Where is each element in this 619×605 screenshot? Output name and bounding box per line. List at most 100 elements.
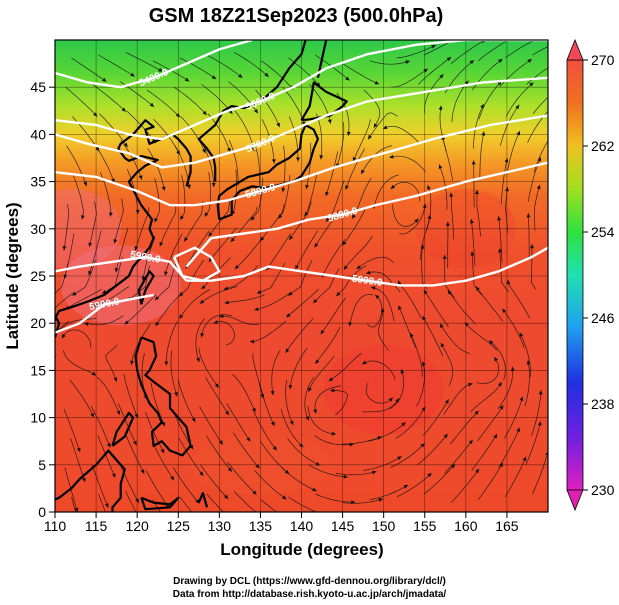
- contour-line: [55, 114, 548, 207]
- x-tick-label: 165: [495, 518, 519, 534]
- streamline-arrow: [442, 254, 447, 259]
- streamline-arrow: [515, 104, 520, 110]
- streamline-arrow: [526, 213, 531, 218]
- streamline: [363, 89, 381, 128]
- streamline-arrow: [116, 410, 121, 415]
- streamline-arrow: [200, 333, 205, 338]
- streamline: [439, 323, 470, 354]
- streamline: [98, 493, 106, 512]
- streamline-arrow: [331, 431, 336, 436]
- streamline: [201, 142, 215, 188]
- streamline-arrow: [321, 512, 325, 516]
- streamline: [281, 467, 317, 492]
- streamline: [524, 360, 530, 407]
- streamline: [439, 105, 447, 152]
- streamline: [58, 318, 97, 333]
- colorbar-label: 230: [591, 482, 615, 498]
- streamline: [417, 433, 448, 466]
- streamline-arrow: [371, 286, 376, 290]
- streamline: [180, 116, 206, 154]
- streamline-arrow: [516, 130, 521, 136]
- streamline-arrow: [134, 413, 139, 419]
- streamline-arrow: [493, 434, 498, 439]
- streamline-arrow: [499, 462, 503, 468]
- streamline-arrow: [304, 211, 309, 217]
- streamline: [499, 104, 520, 146]
- streamline-arrow: [494, 357, 499, 362]
- streamline: [259, 382, 275, 427]
- streamline: [227, 461, 257, 495]
- streamline-arrow: [336, 291, 341, 297]
- streamline: [252, 353, 264, 399]
- streamline: [200, 464, 229, 500]
- streamline-arrow: [378, 498, 383, 502]
- coastline: [55, 317, 61, 339]
- streamline: [391, 68, 429, 88]
- streamline-arrow: [272, 446, 277, 451]
- streamline: [315, 493, 356, 503]
- streamline: [205, 435, 233, 472]
- streamline: [271, 350, 281, 396]
- streamline-arrow: [80, 215, 85, 220]
- streamline-arrow: [174, 391, 178, 397]
- streamline: [352, 119, 371, 162]
- streamline-arrow: [299, 443, 304, 448]
- streamline: [179, 174, 186, 221]
- streamline-arrow: [76, 447, 81, 453]
- streamline-arrow: [250, 339, 255, 344]
- streamline: [288, 116, 299, 162]
- streamline: [260, 499, 278, 512]
- streamline-arrow: [366, 270, 371, 275]
- streamline: [117, 403, 137, 446]
- streamline-arrow: [308, 387, 312, 392]
- y-axis-ticks: 0 5 10 15 20 25 30 35 40 45: [30, 79, 55, 520]
- x-tick-label: 160: [454, 518, 478, 534]
- streamline-arrow: [155, 321, 160, 327]
- streamline: [504, 396, 523, 439]
- streamline-arrow: [230, 237, 235, 243]
- streamline-arrow: [398, 305, 402, 310]
- streamline-arrow: [135, 498, 139, 503]
- streamline-arrow: [72, 291, 77, 296]
- streamline-arrow: [106, 442, 111, 448]
- streamline: [304, 376, 315, 421]
- streamline: [389, 155, 426, 173]
- streamline-arrow: [189, 444, 194, 450]
- streamline-arrow: [92, 303, 97, 308]
- streamline-arrow: [121, 107, 126, 112]
- streamline: [90, 406, 111, 448]
- streamline-arrow: [475, 189, 479, 195]
- streamline-arrow: [227, 467, 232, 472]
- streamline: [92, 286, 130, 307]
- streamline: [321, 238, 346, 278]
- streamline-arrow: [255, 464, 260, 469]
- streamline-arrow: [488, 340, 494, 345]
- streamline-arrow: [278, 214, 283, 219]
- streamline: [69, 379, 95, 418]
- streamline-arrow: [109, 212, 113, 217]
- streamline-arrow: [427, 185, 431, 190]
- streamline-arrow: [475, 468, 480, 474]
- streamline-arrow: [446, 57, 452, 62]
- streamline-arrow: [497, 382, 502, 387]
- streamline-arrow: [196, 357, 200, 363]
- streamline: [150, 382, 166, 427]
- streamline: [207, 113, 231, 153]
- streamline-arrow: [285, 348, 290, 353]
- streamline: [345, 148, 366, 190]
- streamline-arrow: [315, 461, 321, 466]
- streamline: [422, 315, 444, 357]
- streamline: [253, 411, 277, 451]
- streamline-arrow: [214, 383, 219, 388]
- streamline-arrow: [225, 410, 229, 416]
- colorbar-label: 254: [591, 224, 615, 240]
- streamline: [88, 201, 97, 247]
- streamline-arrow: [449, 192, 454, 197]
- streamline-arrow: [223, 494, 229, 499]
- streamline-arrow: [159, 241, 164, 247]
- streamline: [472, 103, 485, 149]
- streamline: [502, 308, 525, 348]
- streamline: [66, 145, 87, 187]
- streamline: [63, 204, 70, 251]
- streamline: [363, 456, 402, 471]
